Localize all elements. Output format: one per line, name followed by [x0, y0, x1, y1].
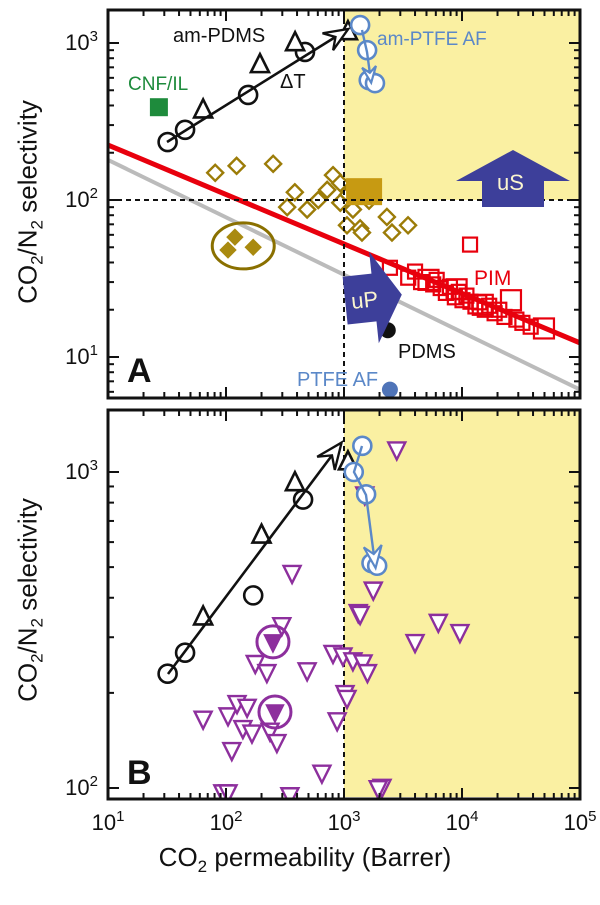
series-A-am-PDMS-circles	[157, 41, 316, 153]
highlight-ellipse	[210, 221, 276, 271]
label-A-ΔT: ΔT	[280, 71, 306, 93]
y-tick-label-10e2-B: 102	[65, 773, 98, 800]
panel-A: uS uP am-PDMS ΔT CNF/IL am-PTFE AF PIM PDMS PTFE…	[65, 8, 582, 400]
ticks-B	[107, 410, 581, 799]
x-tick-label-10e2: 102	[210, 808, 243, 835]
series-B-am-PDMS-triangles	[192, 448, 360, 626]
label-A-am-PDMS: am-PDMS	[173, 25, 265, 47]
ticks-A	[107, 10, 581, 398]
svg-text:uS: uS	[497, 170, 524, 195]
y-tick-label-10e1-A: 101	[65, 342, 98, 369]
series-B-circled-filled-triangles	[255, 624, 293, 730]
series-A-CNF-IL-point	[149, 98, 168, 117]
series-A-PTFE-AF-point	[381, 381, 398, 398]
x-tick-label-10e5: 105	[564, 808, 597, 835]
series-A-highlight-filled-square	[346, 178, 383, 206]
block-arrow-uS: uS	[456, 150, 570, 207]
series-A-PIM-squares-large	[417, 268, 556, 340]
label-A-PDMS: PDMS	[398, 341, 456, 363]
arrow-A-am-PTFE-AF-trend	[360, 29, 378, 86]
y-tick-label-10e2-A: 102	[65, 185, 98, 212]
label-A-am-PTFE-AF: am-PTFE AF	[377, 29, 487, 50]
svg-text:uP: uP	[350, 286, 379, 314]
y-tick-label-10e3-B: 103	[65, 457, 98, 484]
x-axis-title: CO2 permeability (Barrer)	[158, 842, 452, 877]
arrow-B-am-PDMS-trend	[166, 440, 344, 675]
arrow-A-am-PDMS-trend	[166, 27, 351, 144]
series-A-circled-filled-diamonds	[219, 228, 262, 259]
panel-B: B 102 103 101 102 103 104 105	[65, 408, 597, 835]
series-A-PIM-squares	[381, 236, 539, 335]
series-B-amine-membrane-triangles	[192, 441, 471, 799]
label-A-CNF/IL: CNF/IL	[128, 74, 188, 95]
block-arrow-uP: uP	[342, 251, 402, 344]
label-A-A: A	[127, 352, 152, 390]
label-B-B: B	[127, 754, 152, 792]
x-tick-label-10e1: 101	[92, 808, 125, 835]
y-axis-title-panel-b: CO2/N2 selectivity	[12, 498, 47, 702]
arrow-B-am-PTFE-AF-trend	[352, 445, 383, 571]
attractive-region-B	[344, 410, 580, 798]
label-A-PTFE-AF: PTFE AF	[297, 369, 378, 391]
label-A-PIM: PIM	[474, 267, 511, 290]
x-tick-label-10e4: 104	[446, 808, 479, 835]
y-tick-label-10e3-A: 103	[65, 28, 98, 55]
y-axis-title-panel-a: CO2/N2 selectivity	[12, 100, 47, 304]
x-tick-label-10e3: 103	[328, 808, 361, 835]
